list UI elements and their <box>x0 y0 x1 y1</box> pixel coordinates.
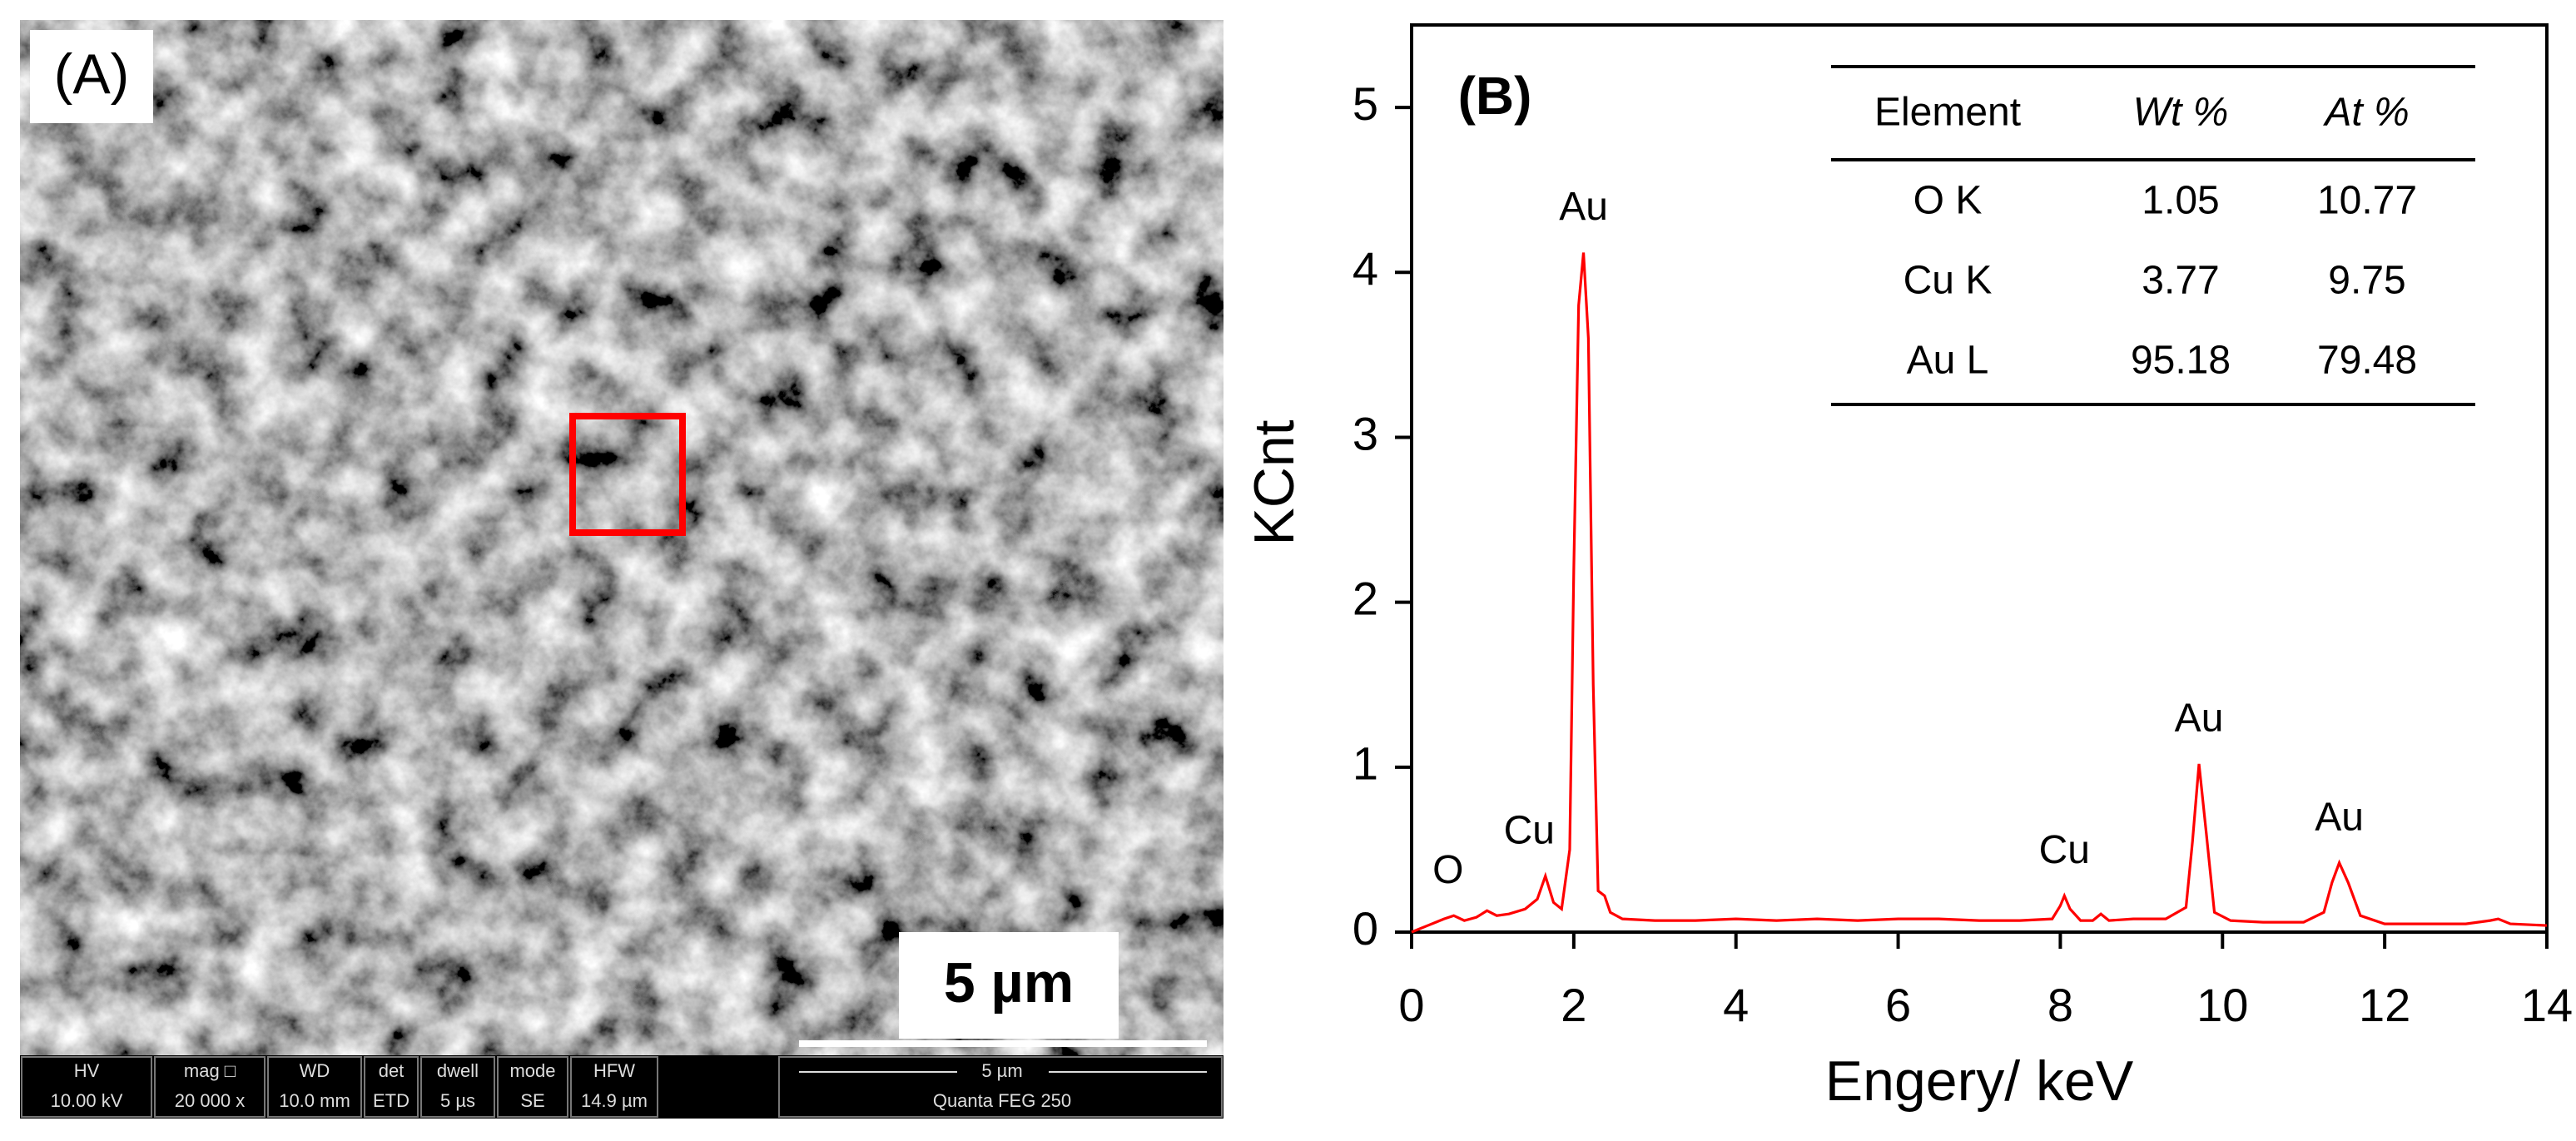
databar-cell <box>420 1056 495 1118</box>
databar-cell <box>570 1056 658 1118</box>
spectrum-line <box>1411 252 2548 934</box>
y-tick-label: 5 <box>1353 77 1378 130</box>
databar-value: 10.00 kV <box>51 1090 123 1111</box>
databar-cell <box>497 1056 568 1118</box>
y-tick-label: 2 <box>1353 572 1378 624</box>
peak-label: Au <box>2315 795 2364 839</box>
peak-label: Au <box>1559 185 1608 229</box>
y-axis-label: KCnt <box>1243 419 1306 545</box>
scale-label: 5 µm <box>944 951 1074 1014</box>
databar-header: mag □ <box>184 1060 236 1081</box>
x-axis-label: Engery/ keV <box>1825 1049 2134 1113</box>
table-header: At % <box>2322 91 2409 135</box>
region-box <box>569 413 686 536</box>
databar-cell <box>364 1056 419 1118</box>
panel-label: (A) <box>54 42 130 106</box>
databar-value: 14.9 µm <box>581 1090 648 1111</box>
sem-texture <box>20 20 1223 1055</box>
scale-label-box <box>899 932 1119 1039</box>
databar-header: det <box>379 1060 405 1081</box>
table-cell: 10.77 <box>2317 179 2417 223</box>
peak-label: Au <box>2175 697 2224 741</box>
table-cell: 9.75 <box>2328 259 2405 303</box>
y-tick-label: 3 <box>1353 407 1378 459</box>
x-tick-label: 14 <box>2521 979 2573 1031</box>
x-tick-label: 8 <box>2047 979 2073 1031</box>
table-cell: 1.05 <box>2142 179 2219 223</box>
table-header: Element <box>1874 91 2021 135</box>
databar-value: 20 000 x <box>175 1090 245 1111</box>
databar-value: 10.0 mm <box>279 1090 350 1111</box>
peak-label: Cu <box>2039 828 2090 872</box>
panel-label: (B) <box>1458 66 1532 126</box>
table-header: Wt % <box>2133 91 2229 135</box>
databar-value: ETD <box>373 1090 409 1111</box>
databar-cell <box>21 1056 152 1118</box>
databar-header: mode <box>509 1060 555 1081</box>
databar-scale: 5 µm <box>981 1060 1022 1081</box>
databar-cells: HV 10.00 kV mag □ 20 000 x WD 10.0 mm det ETD dw… <box>21 1056 1223 1118</box>
label-box <box>30 30 153 123</box>
table-cell: 95.18 <box>2131 339 2231 383</box>
table-cell: 3.77 <box>2142 259 2219 303</box>
peak-label: O <box>1432 848 1463 892</box>
databar-instrument: Quanta FEG 250 <box>933 1090 1071 1111</box>
databar-value: 5 µs <box>440 1090 475 1111</box>
databar-cell <box>154 1056 266 1118</box>
y-tick-label: 1 <box>1353 737 1378 790</box>
x-tick-label: 6 <box>1885 979 1911 1031</box>
databar-header: HFW <box>593 1060 635 1081</box>
databar <box>20 1055 1223 1119</box>
x-tick-label: 4 <box>1723 979 1749 1031</box>
x-tick-label: 2 <box>1561 979 1586 1031</box>
databar-cell <box>778 1056 1223 1118</box>
databar-cell <box>267 1056 362 1118</box>
table-cell: Au L <box>1907 339 1989 383</box>
x-tick-label: 10 <box>2196 979 2248 1031</box>
y-tick-label: 4 <box>1353 242 1378 295</box>
x-tick-label: 0 <box>1398 979 1424 1031</box>
databar-header: WD <box>300 1060 330 1081</box>
plot-frame <box>1410 23 2549 934</box>
table-cell: Cu K <box>1903 259 1993 303</box>
sem-panel: (A) 5 µm HV 10.00 kV mag □ 20 000 x WD 10.0 m… <box>20 20 1223 1119</box>
x-tick-label: 12 <box>2359 979 2410 1031</box>
table-cell: 79.48 <box>2317 339 2417 383</box>
peak-label: Cu <box>1504 808 1555 852</box>
eds-chart: (B) Engery/ keV KCnt 0 2 4 6 8 10 12 14012345OC… <box>1243 23 2573 1113</box>
y-tick-label: 0 <box>1353 902 1378 955</box>
databar-header: HV <box>74 1060 100 1081</box>
databar-value: SE <box>520 1090 544 1111</box>
table-cell: O K <box>1913 179 1983 223</box>
databar-header: dwell <box>437 1060 479 1081</box>
